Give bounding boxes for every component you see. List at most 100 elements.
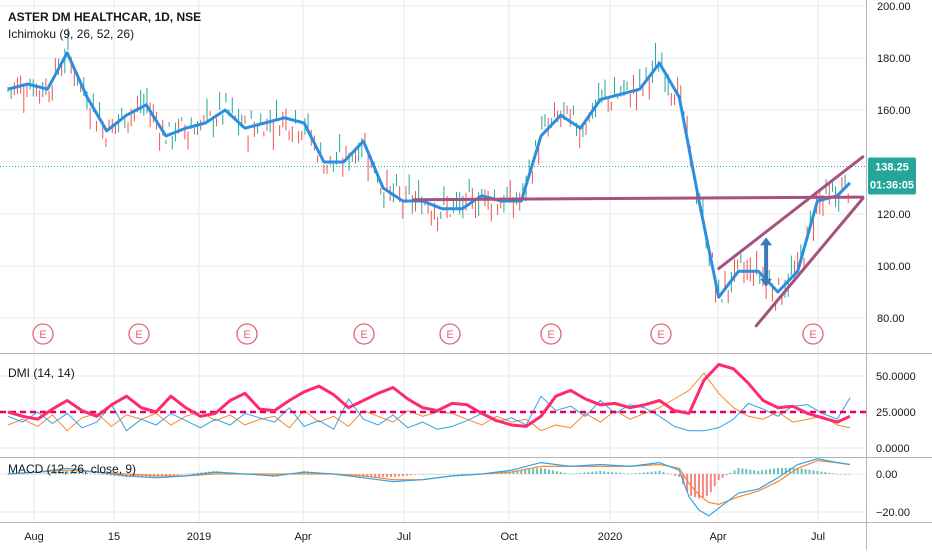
earnings-marker-icon (236, 323, 258, 345)
macd-tick-label: 0.00 (876, 469, 897, 481)
macd-histogram-bar (622, 473, 625, 474)
macd-histogram-bar (520, 469, 523, 474)
macd-histogram-bar (836, 474, 839, 475)
earnings-marker-label: E (135, 329, 142, 341)
macd-histogram-bar (192, 473, 195, 474)
macd-histogram-bar (137, 474, 140, 478)
macd-histogram-bar (646, 472, 649, 474)
macd-histogram-bar (840, 474, 843, 475)
macd-histogram-bar (449, 474, 452, 475)
macd-histogram-bar (686, 474, 689, 492)
dmi-indicator-label[interactable]: DMI (14, 14) (8, 366, 75, 380)
earnings-marker-icon (32, 323, 54, 345)
macd-histogram-bar (34, 474, 37, 475)
macd-histogram-bar (188, 473, 191, 475)
macd-histogram-bar (844, 474, 847, 475)
macd-histogram-bar (30, 474, 33, 475)
macd-histogram-bar (429, 474, 432, 475)
macd-histogram-bar (555, 471, 558, 474)
macd-histogram-bar (824, 472, 827, 474)
macd-histogram-bar (784, 467, 787, 474)
earnings-marker-icon (650, 323, 672, 345)
macd-histogram-bar (540, 467, 543, 474)
macd-histogram-bar (547, 469, 550, 474)
macd-histogram-bar (457, 474, 460, 475)
macd-histogram-bar (101, 474, 104, 475)
macd-histogram-bar (701, 474, 704, 498)
macd-histogram-bar (184, 474, 187, 475)
macd-histogram-bar (769, 469, 772, 474)
macd-histogram-bar (160, 474, 163, 477)
macd-histogram-bar (97, 474, 100, 475)
macd-histogram-bar (619, 472, 622, 474)
macd-histogram-bar (749, 469, 752, 474)
macd-histogram-bar (765, 469, 768, 474)
price-tick-label: 200.00 (877, 1, 911, 13)
dmi-adx-line (7, 363, 851, 428)
dmi-plus-line (7, 395, 851, 432)
macd-histogram-bar (757, 470, 760, 474)
macd-histogram-bar (89, 473, 92, 474)
price-tick-label: 100.00 (877, 261, 911, 273)
macd-histogram-bar (670, 474, 673, 475)
macd-histogram-bar (697, 474, 700, 499)
macd-histogram-bar (820, 471, 823, 474)
macd-histogram-bar (366, 474, 369, 478)
macd-histogram-bar (674, 474, 677, 476)
dmi-tick-label: 50.0000 (876, 371, 916, 383)
macd-histogram-bar (42, 473, 45, 474)
earnings-marker-icon (540, 323, 562, 345)
macd-histogram-bar (725, 474, 728, 476)
trendline (754, 196, 865, 328)
macd-histogram-bar (745, 469, 748, 474)
macd-histogram-bar (630, 473, 633, 475)
macd-histogram-bar (532, 468, 535, 474)
macd-histogram-bar (70, 471, 73, 474)
price-tick-label: 160.00 (877, 105, 911, 117)
macd-histogram-bar (425, 474, 428, 475)
macd-histogram-bar (666, 473, 669, 474)
macd-histogram-bar (615, 472, 618, 474)
macd-histogram-bar (678, 474, 681, 478)
macd-histogram-bar (85, 472, 88, 474)
macd-histogram-bar (595, 471, 598, 474)
ichimoku-indicator-label[interactable]: Ichimoku (9, 26, 52, 26) (8, 27, 135, 41)
time-tick-label: 15 (108, 531, 120, 543)
macd-histogram-bar (753, 470, 756, 474)
macd-histogram-bar (26, 474, 29, 475)
time-tick-label: Oct (500, 531, 517, 543)
macd-histogram-bar (575, 473, 578, 474)
time-tick-label: Jul (811, 531, 825, 543)
arrow-head-up-icon (760, 237, 773, 246)
macd-histogram-bar (133, 474, 136, 478)
macd-histogram-bar (7, 474, 9, 475)
dmi-tick-label: 0.0000 (876, 443, 910, 455)
earnings-marker-label: E (657, 329, 664, 341)
macd-histogram-bar (737, 467, 740, 474)
macd-histogram-bar (82, 472, 85, 474)
macd-histogram-bar (611, 472, 614, 474)
macd-histogram-bar (409, 474, 412, 476)
macd-histogram-bar (536, 468, 539, 474)
symbol-label: ASTER DM HEALTHCAR, 1D, NSE (8, 10, 202, 24)
macd-histogram-bar (441, 474, 444, 475)
macd-indicator-label[interactable]: MACD (12, 26, close, 9) (8, 462, 137, 476)
macd-histogram-bar (22, 474, 25, 475)
macd-histogram-bar (812, 470, 815, 474)
macd-histogram-bar (642, 472, 645, 474)
earnings-marker-icon (439, 323, 461, 345)
macd-histogram-bar (66, 470, 69, 474)
macd-histogram-bar (164, 474, 167, 477)
macd-histogram-bar (662, 472, 665, 474)
macd-histogram-bar (18, 474, 21, 475)
macd-histogram-bar (46, 472, 49, 474)
macd-histogram-bar (796, 467, 799, 474)
macd-signal-line (7, 460, 851, 506)
macd-histogram-bar (180, 474, 183, 475)
macd-histogram-bar (650, 471, 653, 474)
macd-histogram-bar (772, 468, 775, 474)
macd-histogram-bar (417, 474, 420, 475)
macd-histogram-bar (14, 474, 17, 475)
macd-histogram-bar (453, 474, 456, 475)
macd-histogram-bar (603, 471, 606, 474)
